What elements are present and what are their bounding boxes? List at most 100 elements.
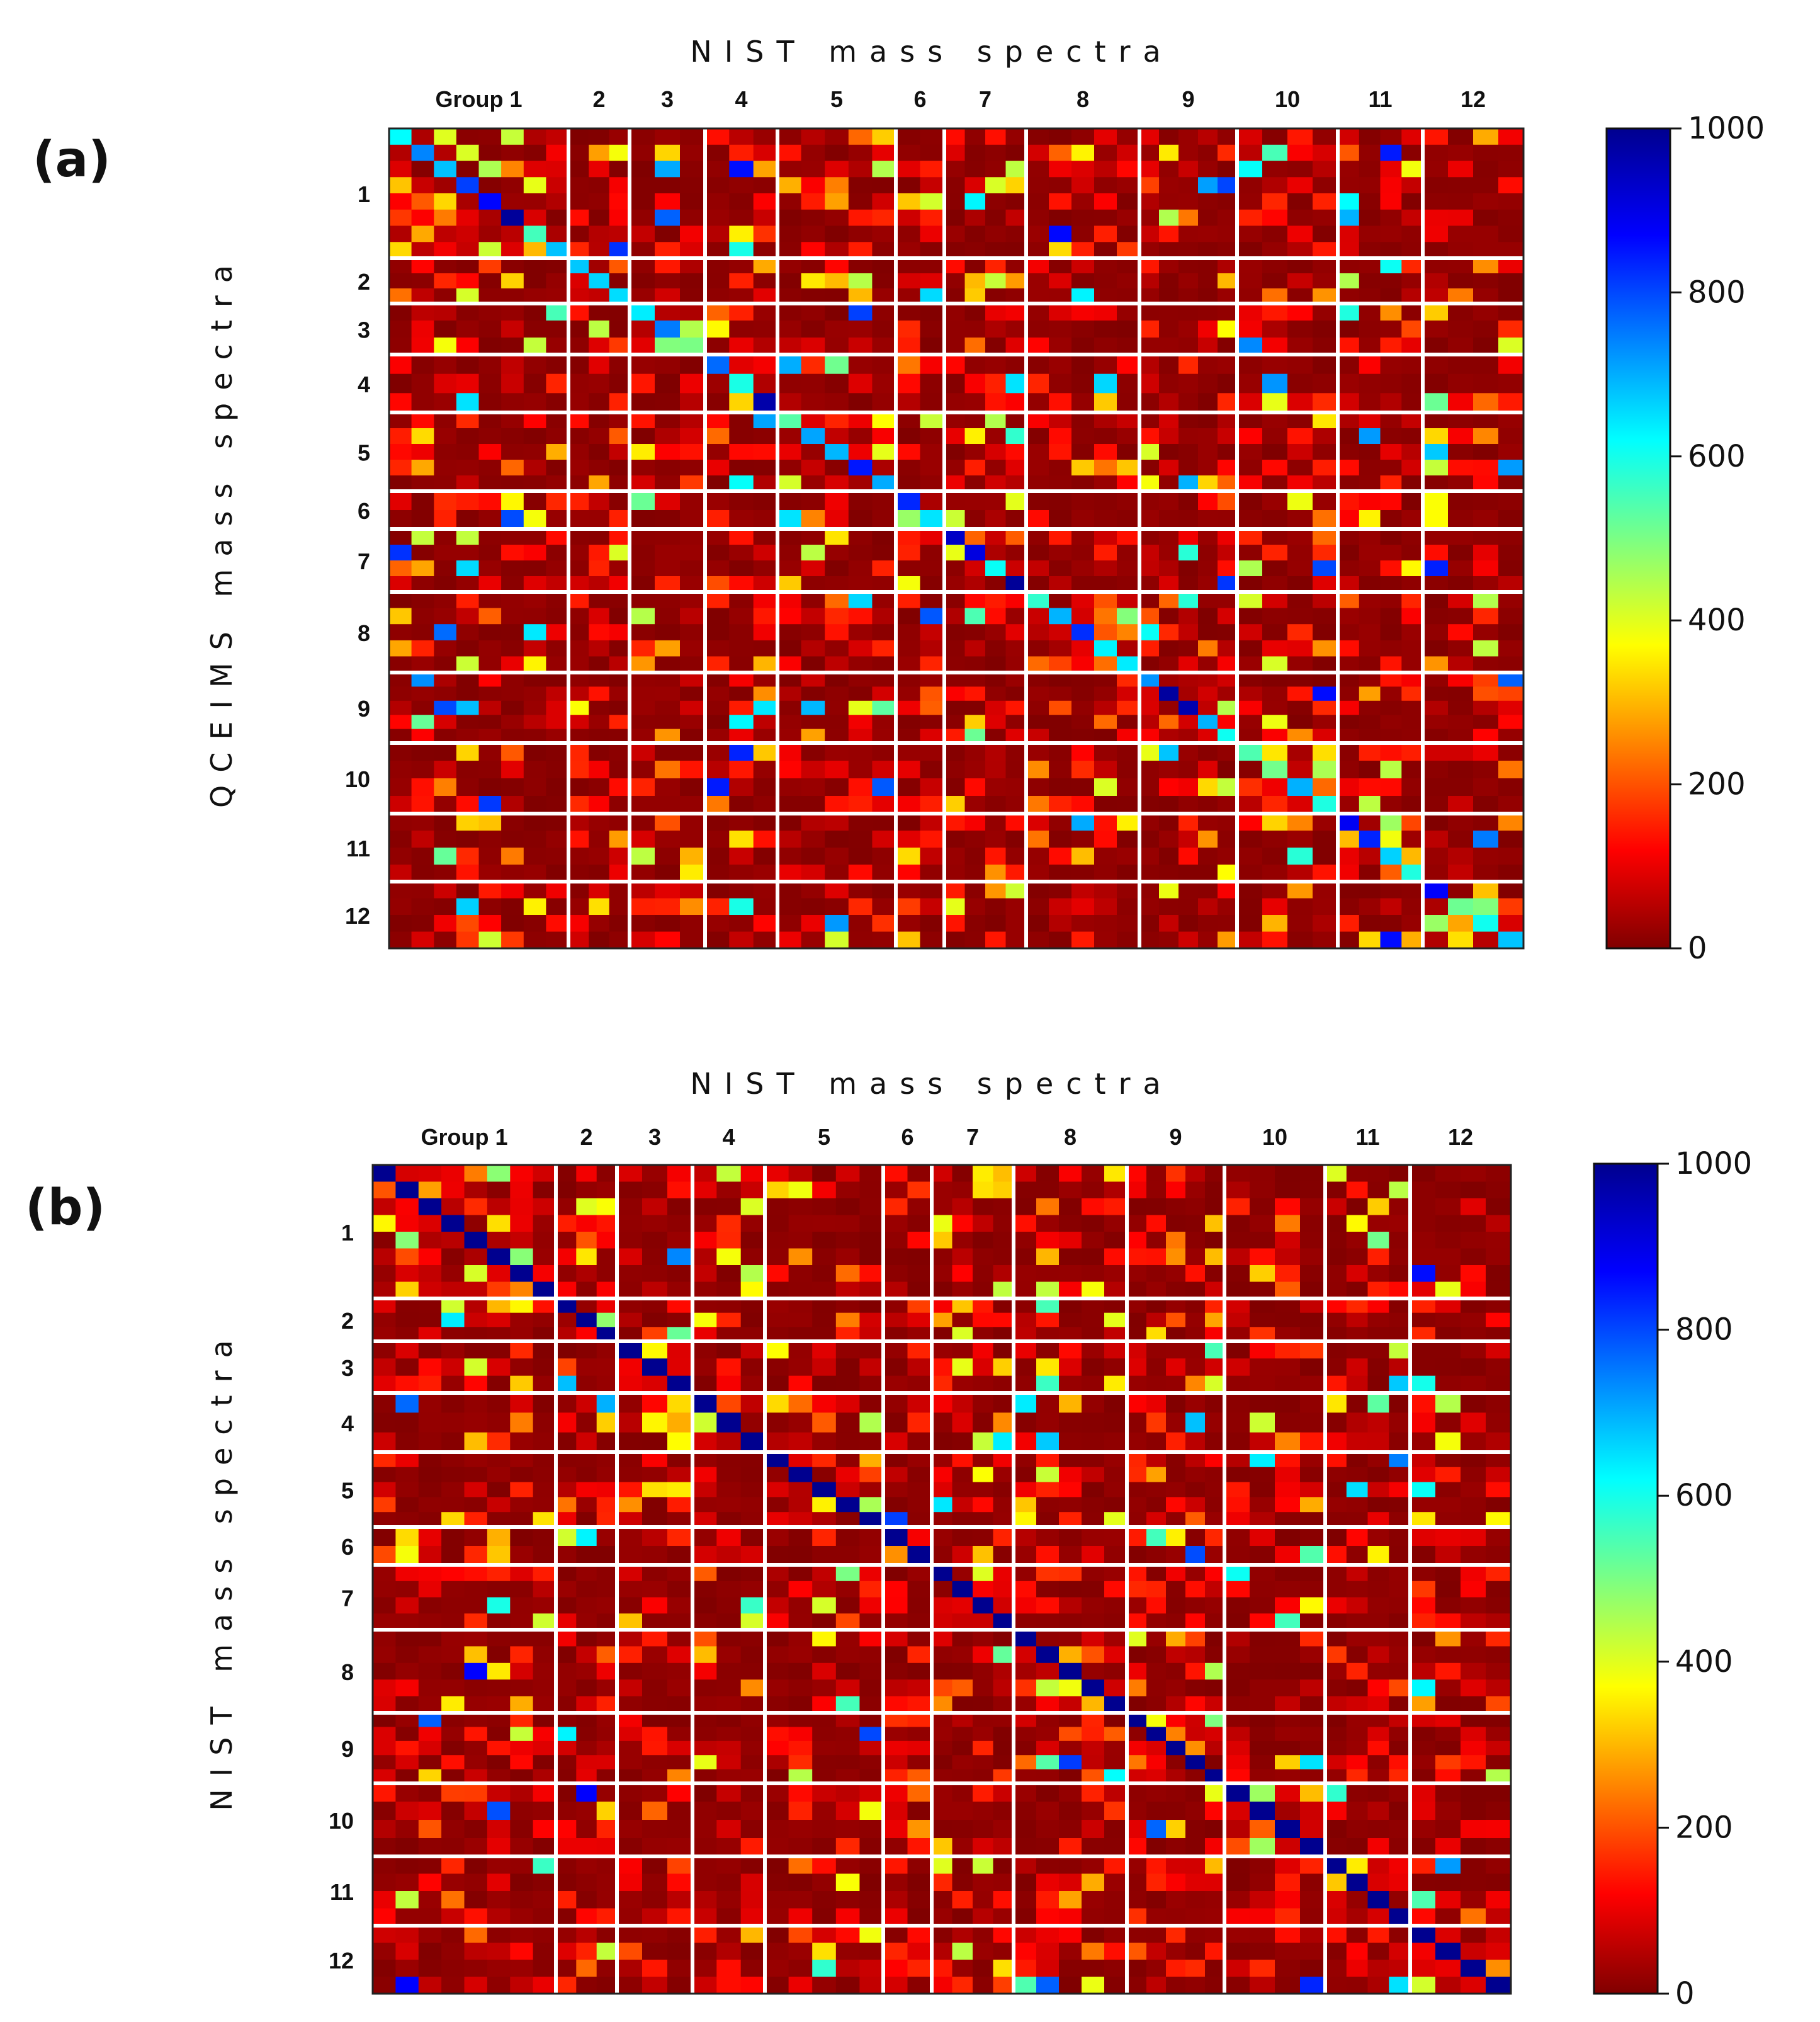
heatmap-cell — [835, 1265, 860, 1283]
heatmap-cell — [801, 193, 825, 210]
heatmap-cell — [883, 1926, 908, 1943]
heatmap-cell — [1014, 1783, 1037, 1802]
heatmap-cell — [546, 428, 569, 445]
heatmap-cell — [609, 529, 630, 545]
heatmap-cell — [1401, 796, 1423, 814]
heatmap-cell — [825, 491, 849, 511]
heatmap-cell — [1410, 1248, 1436, 1266]
heatmap-cell — [373, 1727, 396, 1742]
heatmap-cell — [1401, 491, 1423, 511]
heatmap-cell — [1071, 673, 1095, 687]
heatmap-cell — [729, 288, 754, 304]
heatmap-cell — [373, 1181, 396, 1199]
heatmap-cell — [464, 1597, 488, 1614]
heatmap-cell — [609, 882, 630, 899]
heatmap-cell — [1250, 1248, 1275, 1266]
heatmap-cell — [1127, 1248, 1147, 1266]
heatmap-cell — [609, 915, 630, 933]
heatmap-cell — [1461, 1341, 1486, 1359]
heatmap-cell — [456, 931, 480, 949]
heatmap-cell — [389, 882, 412, 899]
heatmap-cell — [692, 1802, 717, 1820]
heatmap-cell — [1498, 931, 1524, 949]
heatmap-cell — [1325, 1679, 1347, 1697]
heatmap-cell — [1423, 258, 1449, 274]
heatmap-cell — [740, 1926, 766, 1943]
heatmap-cell — [1117, 475, 1140, 492]
heatmap-cell — [1448, 743, 1474, 761]
heatmap-cell — [1224, 1856, 1250, 1875]
heatmap-cell — [1159, 761, 1179, 779]
heatmap-cell — [1313, 673, 1338, 687]
heatmap-cell — [1224, 1341, 1250, 1359]
heatmap-cell — [740, 1727, 766, 1742]
heatmap-cell — [1389, 1265, 1411, 1283]
heatmap-cell — [859, 1873, 884, 1892]
heatmap-cell — [568, 273, 589, 289]
heatmap-cell — [546, 321, 569, 338]
heatmap-cell — [630, 592, 655, 609]
heatmap-cell — [1486, 1856, 1512, 1875]
heatmap-cell — [609, 460, 630, 476]
heatmap-cell — [1401, 592, 1423, 609]
heatmap-cell — [478, 796, 502, 814]
heatmap-cell — [964, 460, 986, 476]
heatmap-cell — [617, 1358, 643, 1377]
heatmap-cell — [389, 796, 412, 814]
heatmap-cell — [680, 715, 706, 730]
heatmap-cell — [1082, 1298, 1105, 1314]
heatmap-cell — [729, 640, 754, 657]
heatmap-cell — [1139, 560, 1160, 577]
heatmap-cell — [1014, 1613, 1037, 1630]
heatmap-cell — [609, 831, 630, 848]
heatmap-cell — [1325, 1546, 1347, 1565]
heatmap-cell — [729, 177, 754, 194]
heatmap-cell — [973, 1265, 994, 1283]
heatmap-cell — [692, 1198, 717, 1216]
heatmap-cell — [1014, 1856, 1037, 1875]
heatmap-cell — [716, 1891, 742, 1909]
heatmap-cell — [1473, 444, 1499, 460]
heatmap-cell — [501, 831, 524, 848]
heatmap-cell — [1224, 1467, 1250, 1483]
heatmap-cell — [487, 1281, 511, 1299]
heatmap-cell — [464, 1908, 488, 1926]
heatmap-cell — [1389, 1613, 1411, 1630]
heatmap-cell — [464, 1298, 488, 1314]
heatmap-cell — [801, 529, 825, 545]
heatmap-cell — [411, 393, 434, 413]
heatmap-cell — [589, 373, 610, 394]
heatmap-cell — [765, 1613, 789, 1630]
heatmap-cell — [589, 209, 610, 227]
heatmap-cell — [617, 1215, 643, 1232]
heatmap-cell — [373, 1597, 396, 1614]
heatmap-cell — [1498, 225, 1524, 242]
heatmap-cell — [1205, 1265, 1225, 1283]
heatmap-cell — [456, 796, 480, 814]
heatmap-cell — [1082, 1341, 1105, 1359]
heatmap-cell — [1237, 743, 1263, 761]
heatmap-cell — [546, 608, 569, 625]
heatmap-cell — [642, 1393, 668, 1413]
heatmap-cell — [985, 144, 1007, 162]
heatmap-cell — [487, 1802, 511, 1820]
heatmap-cell — [501, 144, 524, 162]
heatmap-cell — [1185, 1662, 1206, 1680]
heatmap-cell — [825, 460, 849, 476]
heatmap-cell — [1049, 491, 1072, 511]
heatmap-cell — [985, 321, 1007, 338]
heatmap-cell — [753, 428, 778, 445]
heatmap-cell — [389, 931, 412, 949]
heatmap-cell — [589, 848, 610, 865]
heatmap-cell — [667, 1327, 693, 1342]
heatmap-cell — [1275, 1527, 1301, 1547]
heatmap-cell — [1205, 1820, 1225, 1839]
heatmap-cell — [835, 1769, 860, 1784]
heatmap-cell — [533, 1646, 557, 1664]
heatmap-cell — [389, 640, 412, 657]
heatmap-cell — [1166, 1646, 1186, 1664]
heatmap-cell — [1262, 475, 1288, 492]
heatmap-cell — [765, 1802, 789, 1820]
heatmap-cell — [596, 1198, 618, 1216]
heatmap-cell — [1059, 1358, 1082, 1377]
